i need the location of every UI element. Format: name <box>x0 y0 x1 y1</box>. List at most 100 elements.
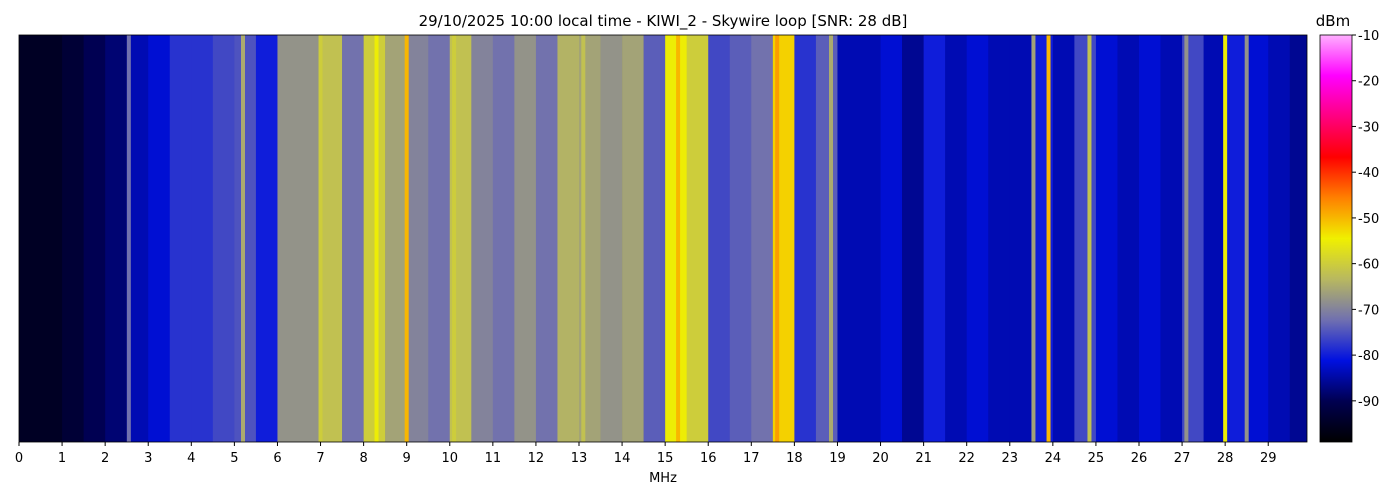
spectrum-bin <box>665 35 687 442</box>
x-tick-label: 23 <box>1001 451 1018 466</box>
signal-line <box>581 35 586 442</box>
spectrum-bin <box>148 35 171 442</box>
spectrum-bin <box>1095 35 1118 442</box>
spectrum-bin <box>19 35 41 442</box>
x-tick-label: 10 <box>441 451 458 466</box>
signal-line <box>374 35 379 442</box>
signal-line <box>1184 35 1189 442</box>
spectrum-bin <box>105 35 127 442</box>
x-tick-label: 22 <box>958 451 975 466</box>
colorbar-label: dBm <box>1316 12 1350 30</box>
signal-line <box>404 35 409 442</box>
spectrum-bin <box>428 35 451 442</box>
signal-line <box>1031 35 1036 442</box>
x-tick-label: 4 <box>187 451 195 466</box>
spectrum-bin <box>126 35 149 442</box>
signal-line <box>1046 35 1051 442</box>
spectrum-bin <box>363 35 386 442</box>
spectrum-bin <box>600 35 623 442</box>
spectrum-bin <box>406 35 429 442</box>
x-tick-label: 26 <box>1131 451 1148 466</box>
spectrum-bin <box>880 35 903 442</box>
spectrum-bin <box>342 35 364 442</box>
spectrum-bin <box>1289 35 1307 442</box>
signal-line <box>1223 35 1228 442</box>
signal-line <box>829 35 833 442</box>
spectrum-bin <box>859 35 881 442</box>
x-tick-label: 24 <box>1045 451 1062 466</box>
spectrum-bin <box>643 35 666 442</box>
x-tick-label: 1 <box>58 451 66 466</box>
x-tick-label: 21 <box>915 451 932 466</box>
signal-line <box>1244 35 1249 442</box>
colorbar-tick-label: -80 <box>1358 349 1379 364</box>
signal-line <box>452 35 457 442</box>
spectrum-bin <box>966 35 989 442</box>
x-tick-label: 19 <box>829 451 846 466</box>
spectrum-bin <box>837 35 860 442</box>
spectrum-bin <box>557 35 580 442</box>
x-tick-label: 3 <box>144 451 152 466</box>
signal-line <box>1087 35 1092 442</box>
spectrum-bin <box>83 35 106 442</box>
x-tick-label: 9 <box>403 451 411 466</box>
x-tick-label: 18 <box>786 451 803 466</box>
spectrum-bin <box>191 35 214 442</box>
x-tick-label: 2 <box>101 451 109 466</box>
x-tick-label: 15 <box>657 451 674 466</box>
spectrum-bin <box>212 35 235 442</box>
x-tick-label: 27 <box>1174 451 1191 466</box>
x-tick-label: 17 <box>743 451 760 466</box>
x-tick-label: 8 <box>359 451 367 466</box>
spectrum-bin <box>1009 35 1032 442</box>
colorbar-tick-label: -10 <box>1358 29 1379 44</box>
x-tick-label: 13 <box>571 451 588 466</box>
spectrum-bin <box>815 35 838 442</box>
spectrum-bin <box>1160 35 1183 442</box>
signal-line <box>676 35 681 442</box>
spectrum-bin <box>1225 35 1247 442</box>
x-tick-label: 6 <box>273 451 281 466</box>
spectrum-bin <box>169 35 192 442</box>
x-tick-label: 16 <box>700 451 717 466</box>
spectrum-bin <box>1139 35 1161 442</box>
x-tick-label: 5 <box>230 451 238 466</box>
spectrum-bin <box>1117 35 1140 442</box>
spectrum-bin <box>1074 35 1097 442</box>
spectrum-bin <box>255 35 278 442</box>
colorbar-tick-label: -90 <box>1358 395 1379 410</box>
signal-line <box>241 35 245 442</box>
x-tick-label: 0 <box>15 451 23 466</box>
colorbar-tick-label: -50 <box>1358 212 1379 227</box>
spectrum-bin <box>471 35 494 442</box>
spectrum-bin <box>385 35 407 442</box>
spectrum-bin <box>320 35 343 442</box>
spectrum-bin <box>794 35 817 442</box>
colorbar-tick-label: -40 <box>1358 166 1379 181</box>
spectrum-bin <box>492 35 515 442</box>
colorbar-tick-label: -30 <box>1358 120 1379 135</box>
x-axis-label: MHz <box>649 471 677 486</box>
spectrum-bin <box>945 35 967 442</box>
spectrum-bin <box>535 35 558 442</box>
spectrum-bin <box>923 35 946 442</box>
spectrum-bin <box>1246 35 1269 442</box>
spectrum-bin <box>751 35 774 442</box>
spectrum-bin <box>234 35 257 442</box>
plot <box>19 35 1307 442</box>
spectrum-bin <box>708 35 731 442</box>
x-tick-label: 29 <box>1260 451 1277 466</box>
colorbar <box>1319 34 1353 443</box>
spectrum-bin <box>988 35 1011 442</box>
spectrum-bin <box>62 35 84 442</box>
signal-line <box>126 35 131 442</box>
plot-frame <box>18 34 1308 443</box>
spectrum-bin <box>622 35 644 442</box>
x-tick-label: 11 <box>485 451 502 466</box>
x-tick-label: 20 <box>872 451 889 466</box>
spectrum-bin <box>299 35 321 442</box>
spectrum-bin <box>40 35 63 442</box>
x-tick-label: 12 <box>528 451 545 466</box>
spectrum-bin <box>686 35 709 442</box>
x-tick-label: 14 <box>614 451 631 466</box>
